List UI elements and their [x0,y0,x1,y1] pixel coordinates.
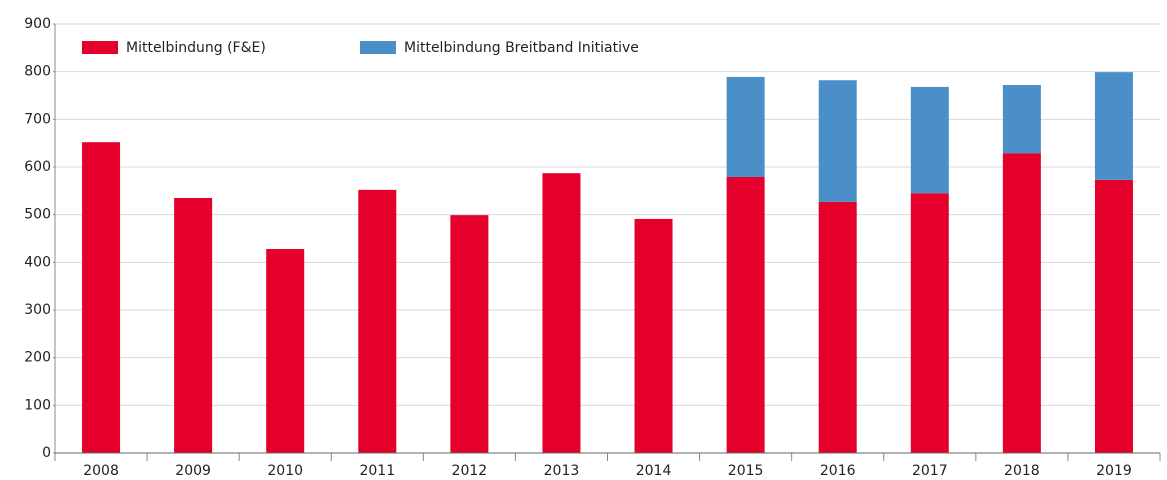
bar-segment [1094,72,1133,180]
y-tick-label: 400 [24,254,51,270]
bar-segment [726,177,765,453]
x-tick-label: 2009 [175,463,211,479]
bar-segment [634,218,673,453]
bar-segment [1002,153,1041,453]
bar-segment [1002,85,1041,154]
y-tick-label: 900 [24,16,51,32]
bar-segment [358,189,397,453]
x-tick-label: 2019 [1096,463,1132,479]
y-tick-label: 200 [24,350,51,366]
x-tick-label: 2014 [636,463,672,479]
y-tick-label: 700 [24,111,51,127]
x-tick-label: 2010 [267,463,303,479]
y-tick-label: 500 [24,207,51,223]
x-tick-label: 2013 [544,463,580,479]
x-tick-label: 2015 [728,463,764,479]
bar-segment [726,76,765,178]
x-tick-label: 2017 [912,463,948,479]
bar-segment [910,193,949,453]
legend-label: Mittelbindung Breitband Initiative [404,40,639,56]
bar-segment [818,80,857,202]
bar-segment [82,142,121,454]
x-tick-label: 2018 [1004,463,1040,479]
bar-segment [542,173,581,454]
bar-segment [910,86,949,194]
legend-swatch [360,41,396,54]
y-tick-label: 300 [24,302,51,318]
x-tick-label: 2011 [359,463,395,479]
y-tick-label: 600 [24,159,51,175]
legend-swatch [82,41,118,54]
x-tick-label: 2008 [83,463,119,479]
legend-label: Mittelbindung (F&E) [126,40,266,56]
x-tick-label: 2016 [820,463,856,479]
bar-segment [1094,179,1133,453]
bar-segment [818,201,857,453]
bar-segment [174,197,213,453]
bar-segment [450,215,489,453]
x-tick-label: 2012 [452,463,488,479]
y-tick-label: 0 [42,445,51,461]
bar-segment [266,248,305,453]
y-tick-label: 100 [24,397,51,413]
y-tick-label: 800 [24,64,51,80]
